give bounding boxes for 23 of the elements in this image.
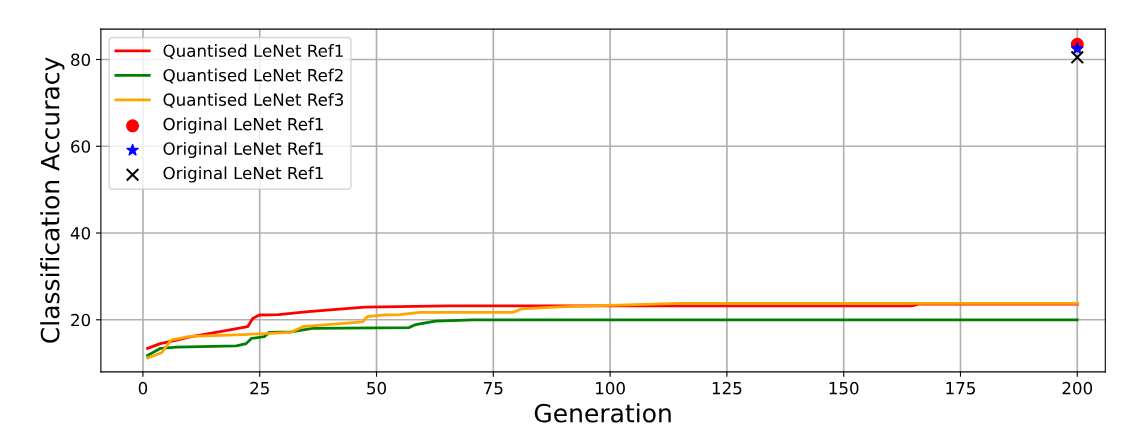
x-tick-label: 125 (712, 381, 742, 395)
x-tick-label: 50 (367, 381, 387, 395)
legend-label: Original LeNet Ref1 (163, 141, 323, 159)
x-tick-label: 0 (138, 381, 148, 395)
x-axis-title: Generation (534, 403, 671, 423)
legend-label: Quantised LeNet Ref2 (163, 68, 343, 84)
x-tick-label: 75 (484, 382, 503, 395)
x-tick-label: 100 (596, 381, 625, 395)
y-tick-label: 40 (70, 226, 91, 240)
x-tick-label: 175 (946, 382, 975, 395)
line-series (146, 301, 1079, 360)
x-tick-label: 150 (829, 381, 859, 395)
legend-label: Quantised LeNet Ref1 (163, 44, 343, 59)
line-series (146, 318, 1079, 357)
y-axis-title: Classification Accuracy (40, 57, 65, 343)
x-tick-label: 25 (250, 381, 269, 395)
y-tick-label: 80 (71, 53, 91, 67)
y-tick-label: 60 (71, 140, 91, 153)
y-tick-label: 20 (71, 313, 91, 327)
legend-label: Original LeNet Ref1 (163, 166, 323, 183)
x-tick-label: 200 (1062, 381, 1093, 395)
legend-label: Quantised LeNet Ref3 (163, 93, 344, 108)
legend-label: Original LeNet Ref1 (163, 117, 323, 134)
